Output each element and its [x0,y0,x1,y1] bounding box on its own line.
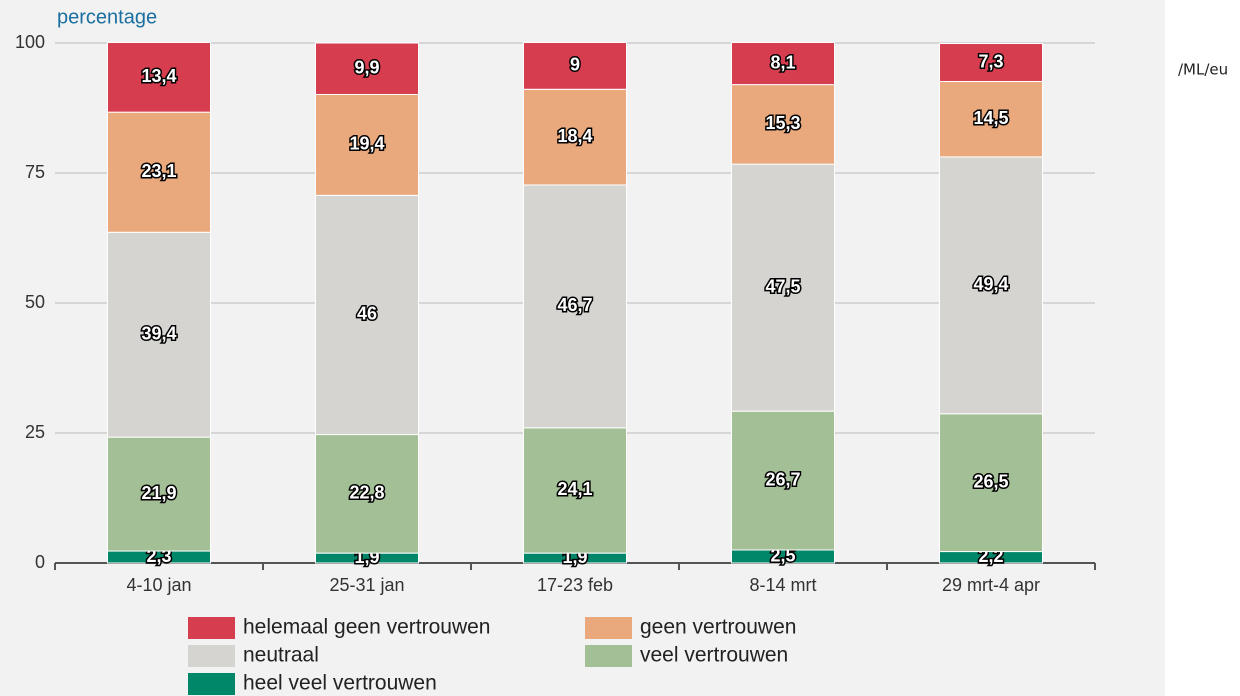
bar-segment [731,41,835,86]
bar-segment [315,434,419,554]
y-axis-label: percentage [57,6,157,28]
bar-segment [107,231,211,438]
data-label: 7,3 [978,51,1003,71]
y-tick-label: 25 [25,422,45,442]
data-label: 15,3 [765,113,800,133]
y-tick-label: 0 [35,552,45,572]
legend-swatch [188,673,235,695]
data-label: 26,5 [973,471,1008,491]
bar-segment [939,413,1043,553]
data-label: 19,4 [349,134,384,154]
data-label: 8,1 [770,52,795,72]
data-label: 26,7 [765,469,800,489]
x-tick-label: 17-23 feb [537,575,613,595]
legend-swatch [585,645,632,667]
legend-label: neutraal [243,644,319,667]
annotation: /ML/eu [1178,61,1228,79]
data-label: 18,4 [557,126,592,146]
bar-segment [731,84,835,165]
x-tick-label: 4-10 jan [126,575,191,595]
data-label: 24,1 [557,479,592,499]
y-tick-label: 100 [15,32,45,52]
legend-label: helemaal geen vertrouwen [243,616,491,639]
bar-segment [939,43,1043,82]
legend-label: veel vertrouwen [640,644,788,667]
data-label: 23,1 [141,161,176,181]
bar-segment [523,88,627,186]
data-label: 14,5 [973,108,1008,128]
data-label: 9 [570,55,580,75]
data-label: 9,9 [354,57,379,77]
bar-segment [731,163,835,412]
data-label: 46,7 [557,295,592,315]
bar-segment [107,436,211,552]
data-label: 13,4 [141,66,176,86]
bar-segment [523,41,627,90]
bar-segment [315,42,419,95]
bar-segment [107,41,211,113]
data-label: 46 [357,304,377,324]
legend-swatch [188,645,235,667]
x-tick-label: 29 mrt-4 apr [942,575,1040,595]
data-label: 21,9 [141,483,176,503]
legend-swatch [585,617,632,639]
legend-label: geen vertrouwen [640,616,796,639]
data-label: 39,4 [141,323,176,343]
legend-swatch [188,617,235,639]
bar-segment [523,184,627,429]
legend-label: heel veel vertrouwen [243,672,437,695]
bar-segment [107,111,211,233]
data-label: 49,4 [973,274,1008,294]
x-tick-label: 8-14 mrt [749,575,816,595]
bar-segment [523,427,627,554]
bar-segment [939,156,1043,415]
bar-segment [315,93,419,196]
bar-segment [731,410,835,551]
y-tick-label: 50 [25,292,45,312]
data-label: 47,5 [765,276,800,296]
x-tick-label: 25-31 jan [329,575,404,595]
data-label: 22,8 [349,483,384,503]
y-tick-label: 75 [25,162,45,182]
